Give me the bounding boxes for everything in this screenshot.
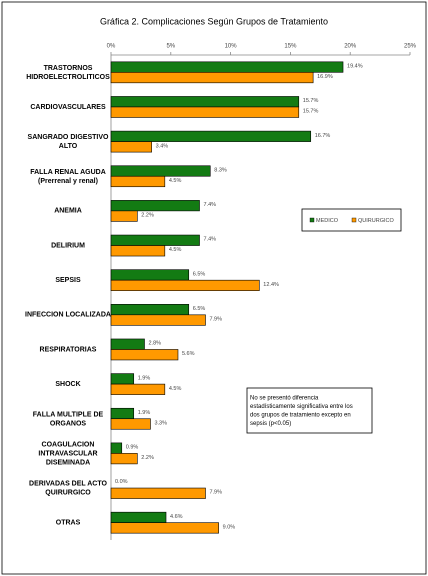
annotation: No se presentó diferencia estadísticament…: [250, 395, 353, 427]
bar: [110, 61, 344, 73]
bar: [110, 200, 200, 212]
bar: [110, 96, 300, 108]
value-label: 4.5%: [169, 247, 182, 253]
bar: [110, 418, 151, 430]
y-tick-label: RESPIRATORIAS: [40, 346, 97, 353]
bar: [110, 72, 314, 84]
bar: [110, 279, 260, 291]
bar: [110, 175, 166, 188]
bar: [110, 338, 145, 350]
value-label: 7.9%: [209, 490, 222, 496]
value-label: 3.4%: [156, 143, 169, 149]
y-tick-label: INFECCION LOCALIZADA: [25, 312, 111, 319]
y-tick-label: SANGRADO DIGESTIVO ALTO: [28, 134, 109, 150]
bar: [110, 165, 211, 177]
value-label: 12.4%: [263, 282, 279, 288]
y-tick-label: CARDIOVASCULARES: [30, 104, 106, 111]
value-label: 0.0%: [115, 479, 128, 485]
y-tick-label: ANEMIA: [54, 208, 82, 215]
x-tick-label: 10%: [225, 44, 238, 50]
value-label: 5.6%: [182, 351, 195, 357]
x-tick-label: 20%: [344, 44, 357, 50]
y-tick-label: SHOCK: [55, 381, 80, 388]
bar: [110, 234, 200, 246]
bar: [110, 442, 123, 454]
y-tick-label: OTRAS: [56, 520, 81, 527]
bar: [110, 349, 179, 361]
value-label: 6.5%: [193, 271, 206, 277]
bar: [110, 373, 135, 385]
x-tick-label: 25%: [404, 44, 417, 50]
y-tick-label: TRASTORNOS HIDROELECTROLITICOS: [26, 65, 110, 81]
value-label: 9.0%: [223, 524, 236, 530]
legend-swatch: [309, 217, 315, 223]
bar: [110, 304, 190, 316]
value-label: 16.7%: [315, 133, 331, 139]
y-tick-label: DELIRIUM: [51, 242, 85, 249]
value-label: 7.9%: [209, 317, 222, 323]
bar: [110, 487, 206, 499]
y-tick-label: FALLA MULTIPLE DE ORGANOS: [33, 411, 104, 427]
x-tick-label: 5%: [166, 44, 175, 50]
value-label: 7.4%: [204, 237, 217, 243]
bar: [110, 314, 206, 326]
value-label: 2.8%: [148, 341, 161, 347]
value-label: 0.9%: [126, 445, 139, 451]
value-label: 4.6%: [170, 514, 183, 520]
bar: [110, 210, 138, 222]
value-label: 2.2%: [141, 213, 154, 219]
value-label: 19.4%: [347, 64, 363, 70]
bar: [110, 407, 135, 420]
legend-swatch: [351, 217, 357, 223]
value-label: 15.7%: [303, 98, 319, 104]
value-label: 4.5%: [169, 178, 182, 184]
value-label: 3.3%: [154, 420, 167, 426]
bar: [110, 106, 300, 118]
legend-box: [301, 208, 402, 232]
bar: [110, 522, 219, 534]
value-label: 15.7%: [303, 109, 319, 115]
value-label: 6.5%: [193, 306, 206, 312]
y-tick-label: COAGULACION INTRAVASCULAR DISEMINADA: [38, 441, 97, 466]
value-label: 2.2%: [141, 455, 154, 461]
legend-label: MEDICO: [316, 218, 339, 224]
x-tick-label: 15%: [284, 44, 297, 50]
y-tick-label: FALLA RENAL AGUDA (Prerrenal y renal): [30, 169, 106, 185]
value-label: 1.9%: [138, 375, 151, 381]
bar: [110, 383, 166, 395]
value-label: 1.9%: [138, 410, 151, 416]
value-label: 4.5%: [169, 386, 182, 392]
bar: [110, 130, 312, 142]
bar: [110, 141, 152, 153]
value-label: 8.3%: [214, 167, 227, 173]
chart-title: Gráfica 2. Complicaciones Según Grupos d…: [100, 16, 328, 26]
annotation-box: [246, 387, 373, 434]
legend-label: QUIRURGICO: [358, 218, 394, 224]
x-tick-label: 0%: [107, 44, 116, 50]
bar: [110, 453, 138, 465]
bar: [110, 511, 167, 523]
bar: [110, 269, 190, 281]
value-label: 16.9%: [317, 74, 333, 80]
value-label: 7.4%: [204, 202, 217, 208]
bar: [110, 245, 166, 257]
y-tick-label: SEPSIS: [55, 277, 81, 284]
y-tick-label: DERIVADAS DEL ACTO QUIRURGICO: [29, 480, 107, 496]
